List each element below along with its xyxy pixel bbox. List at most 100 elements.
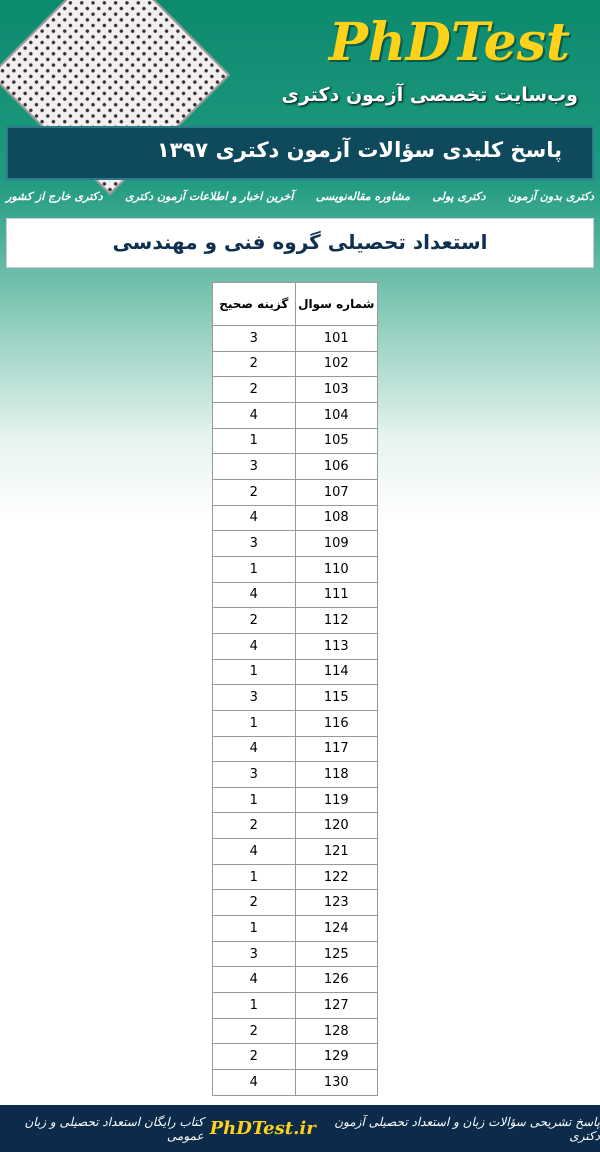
table-cell: 1: [212, 786, 296, 814]
table-cell: 115: [294, 684, 378, 711]
table-row: 113 4: [212, 632, 378, 660]
nav-link[interactable]: آخرین اخبار و اطلاعات آزمون دکتری: [125, 190, 294, 203]
table-row: 127 1: [212, 992, 378, 1019]
table-cell: 124: [294, 915, 378, 942]
table-cell: 118: [294, 761, 378, 788]
header-row: شماره سوال گزینه صحیح: [212, 282, 378, 326]
table-cell: 120: [294, 812, 378, 840]
table-row: 114 1: [212, 658, 378, 686]
table-cell: 4: [212, 735, 296, 763]
table-row: 111 4: [212, 581, 378, 609]
table-cell: 121: [294, 838, 378, 865]
nav-link[interactable]: مشاوره مقاله‌نویسی: [315, 190, 410, 203]
table-cell: 117: [294, 735, 378, 763]
footer-text: کتاب رایگان استعداد تحصیلی و زبان عمومی: [24, 1114, 204, 1143]
table-cell: 2: [212, 607, 296, 634]
table-cell: 130: [294, 1069, 378, 1096]
table-row: 119 1: [212, 786, 378, 814]
banner: پاسخ کلیدی سؤالات آزمون دکتری ۱۳۹۷: [6, 126, 594, 180]
table-cell: 108: [294, 504, 378, 532]
table-cell: 109: [294, 530, 378, 557]
table-body: 101 3 102 2 103 2 104 4 105 1 106 3 107 2 108 4 109 3 110 1…: [212, 325, 378, 1096]
table-cell: 102: [294, 350, 378, 378]
nav-link[interactable]: دکتری بدون آزمون: [507, 190, 594, 203]
table-cell: 125: [294, 940, 378, 968]
subtitle: وب‌سایت تخصصی آزمون دکتری: [281, 84, 578, 106]
table-cell: 101: [294, 325, 378, 352]
table-row: 104 4: [212, 401, 378, 429]
answer-table: شماره سوال گزینه صحیح 101 3 102 2 103 2 104 4 10…: [212, 282, 378, 1096]
table-row: 117 4: [212, 735, 378, 763]
table-cell: 111: [294, 581, 378, 609]
table-row: 121 4: [212, 838, 378, 865]
table-row: 103 2: [212, 376, 378, 403]
table-cell: 4: [212, 632, 296, 660]
table-row: 115 3: [212, 684, 378, 711]
table-cell: 1: [212, 555, 296, 583]
table-row: 129 2: [212, 1043, 378, 1071]
table-cell: 104: [294, 401, 378, 429]
nav-link[interactable]: دکتری پولی: [432, 190, 486, 203]
table-row: 105 1: [212, 427, 378, 455]
table-cell: 2: [212, 478, 296, 506]
nav-link[interactable]: دکتری خارج از کشور: [6, 190, 103, 203]
table-row: 107 2: [212, 478, 378, 506]
table-cell: 107: [294, 478, 378, 506]
table-cell: 122: [294, 863, 378, 891]
table-row: 123 2: [212, 889, 378, 917]
table-cell: 126: [294, 966, 378, 994]
table-cell: 123: [294, 889, 378, 917]
table-row: 106 3: [212, 453, 378, 480]
table-cell: 1: [212, 992, 296, 1019]
table-cell: 1: [212, 709, 296, 737]
table-cell: 2: [212, 1017, 296, 1045]
logo[interactable]: PhDTest: [328, 12, 570, 73]
table-cell: 114: [294, 658, 378, 686]
table-cell: 2: [212, 376, 296, 403]
table-cell: 4: [212, 838, 296, 865]
footer-site[interactable]: PhDTest.ir: [209, 1118, 316, 1139]
table-row: 118 3: [212, 761, 378, 788]
table-cell: 105: [294, 427, 378, 455]
table-cell: 3: [212, 453, 296, 480]
table-cell: 1: [212, 658, 296, 686]
table-cell: 4: [212, 1069, 296, 1096]
table-cell: 3: [212, 325, 296, 352]
header-cell: شماره سوال: [294, 282, 378, 326]
section-title: استعداد تحصیلی گروه فنی و مهندسی: [6, 218, 594, 268]
table-cell: 2: [212, 889, 296, 917]
table-row: 101 3: [212, 325, 378, 352]
table-cell: 119: [294, 786, 378, 814]
table-cell: 2: [212, 812, 296, 840]
table-row: 130 4: [212, 1069, 378, 1096]
table-cell: 128: [294, 1017, 378, 1045]
table-row: 125 3: [212, 940, 378, 968]
table-row: 120 2: [212, 812, 378, 840]
footer: پاسخ تشریحی سؤالات زبان و استعداد تحصیلی…: [0, 1105, 600, 1152]
table-cell: 127: [294, 992, 378, 1019]
table-row: 128 2: [212, 1017, 378, 1045]
table-cell: 106: [294, 453, 378, 480]
table-row: 116 1: [212, 709, 378, 737]
table-cell: 1: [212, 863, 296, 891]
table-cell: 1: [212, 915, 296, 942]
table-row: 112 2: [212, 607, 378, 634]
table-cell: 1: [212, 427, 296, 455]
table-row: 122 1: [212, 863, 378, 891]
table-cell: 4: [212, 581, 296, 609]
table-cell: 3: [212, 684, 296, 711]
nav: دکتری بدون آزمون دکتری پولی مشاوره مقاله‌ن…: [0, 190, 600, 203]
header-cell: گزینه صحیح: [212, 282, 296, 326]
table-cell: 129: [294, 1043, 378, 1071]
table-cell: 3: [212, 761, 296, 788]
table-cell: 113: [294, 632, 378, 660]
table-cell: 110: [294, 555, 378, 583]
footer-text: پاسخ تشریحی سؤالات زبان و استعداد تحصیلی…: [334, 1114, 600, 1143]
table-cell: 4: [212, 504, 296, 532]
table-row: 109 3: [212, 530, 378, 557]
table-cell: 2: [212, 350, 296, 378]
table-cell: 116: [294, 709, 378, 737]
table-row: 102 2: [212, 350, 378, 378]
table-cell: 2: [212, 1043, 296, 1071]
